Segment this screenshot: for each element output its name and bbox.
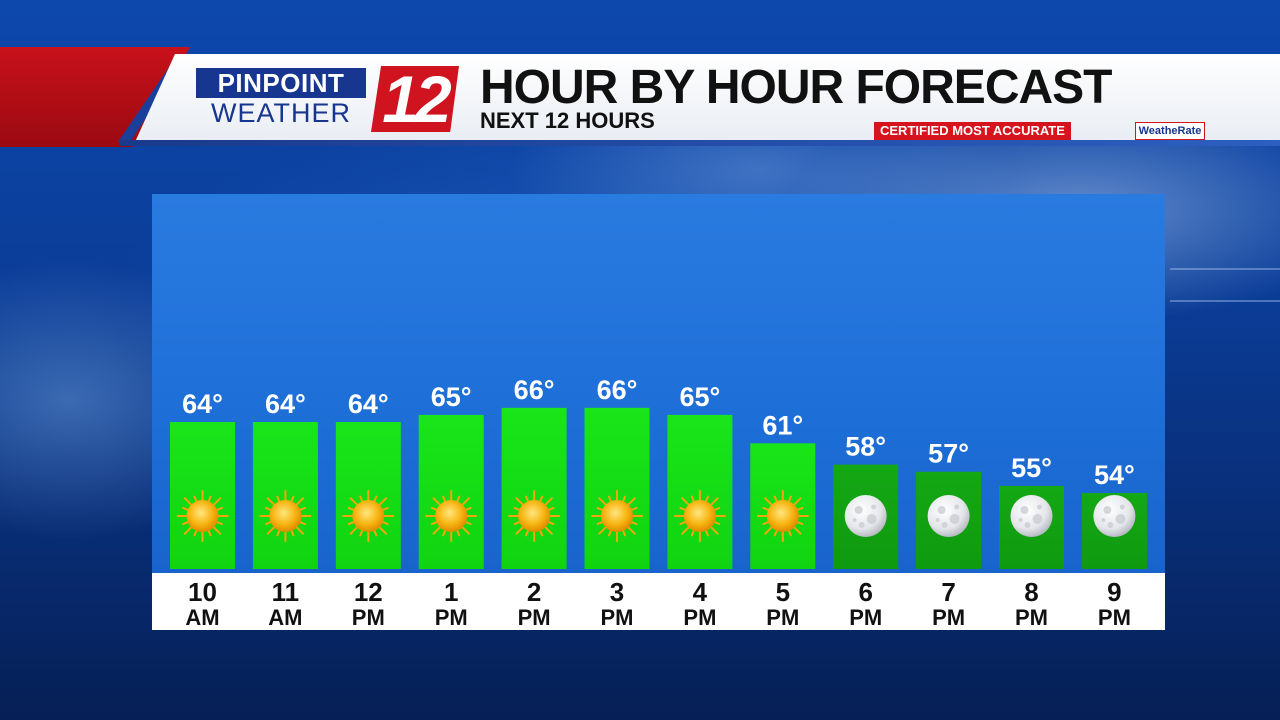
temperature-label: 64° bbox=[265, 389, 306, 419]
hour-label: 7 bbox=[941, 577, 955, 607]
temperature-label: 64° bbox=[182, 389, 223, 419]
moon-icon bbox=[844, 495, 887, 537]
period-label: PM bbox=[766, 605, 799, 630]
temperature-label: 58° bbox=[845, 432, 886, 462]
sun-icon bbox=[591, 490, 643, 542]
hour-label: 9 bbox=[1107, 577, 1121, 607]
temperature-bar bbox=[501, 407, 567, 569]
temperature-bar bbox=[584, 407, 650, 569]
temperature-label: 66° bbox=[597, 375, 638, 405]
sun-icon bbox=[673, 490, 726, 542]
period-label: PM bbox=[352, 605, 385, 630]
period-label: PM bbox=[849, 605, 882, 630]
hour-label: 12 bbox=[354, 577, 383, 607]
sun-icon bbox=[756, 490, 809, 542]
hour-label: 2 bbox=[527, 577, 541, 607]
period-label: PM bbox=[601, 605, 634, 630]
temperature-label: 65° bbox=[431, 382, 472, 412]
moon-icon bbox=[927, 495, 970, 537]
period-label: PM bbox=[518, 605, 551, 630]
sun-icon bbox=[259, 490, 312, 542]
temperature-label: 54° bbox=[1094, 460, 1135, 490]
temperature-label: 64° bbox=[348, 389, 389, 419]
hour-label-band bbox=[152, 573, 1165, 630]
certified-badge: CERTIFIED MOST ACCURATE bbox=[874, 122, 1071, 140]
banner-underline bbox=[120, 140, 1280, 146]
period-label: PM bbox=[1015, 605, 1048, 630]
hour-label: 10 bbox=[188, 577, 217, 607]
temperature-label: 66° bbox=[514, 375, 555, 405]
background-streak bbox=[1170, 300, 1280, 302]
temperature-label: 57° bbox=[928, 439, 969, 469]
hour-label: 6 bbox=[858, 577, 872, 607]
period-label: PM bbox=[683, 605, 716, 630]
period-label: PM bbox=[1098, 605, 1131, 630]
logo-weather: WEATHER bbox=[211, 98, 351, 128]
moon-icon bbox=[1010, 495, 1053, 537]
hour-label: 4 bbox=[693, 577, 708, 607]
period-label: AM bbox=[268, 605, 302, 630]
sun-icon bbox=[176, 490, 229, 542]
sun-icon bbox=[342, 490, 395, 542]
chart-panel bbox=[152, 194, 1165, 574]
period-label: PM bbox=[932, 605, 965, 630]
temperature-label: 65° bbox=[679, 382, 720, 412]
moon-icon bbox=[1093, 495, 1136, 537]
period-label: PM bbox=[435, 605, 468, 630]
hour-label: 11 bbox=[272, 577, 300, 607]
sun-icon bbox=[508, 490, 561, 542]
hour-label: 3 bbox=[610, 577, 624, 607]
background-streak bbox=[1170, 268, 1280, 270]
hour-label: 1 bbox=[444, 577, 458, 607]
hour-label: 8 bbox=[1024, 577, 1038, 607]
temperature-label: 55° bbox=[1011, 453, 1052, 483]
period-label: AM bbox=[185, 605, 219, 630]
temperature-label: 61° bbox=[762, 410, 803, 440]
logo-channel-number: 12 bbox=[371, 66, 459, 132]
page-subtitle: NEXT 12 HOURS bbox=[480, 108, 655, 133]
sun-icon bbox=[425, 490, 478, 542]
logo-pinpoint: PINPOINT bbox=[196, 68, 366, 98]
weatherate-logo: WeatheRate bbox=[1135, 122, 1205, 140]
page-title: HOUR BY HOUR FORECAST bbox=[480, 61, 1112, 114]
hour-label: 5 bbox=[776, 577, 790, 607]
